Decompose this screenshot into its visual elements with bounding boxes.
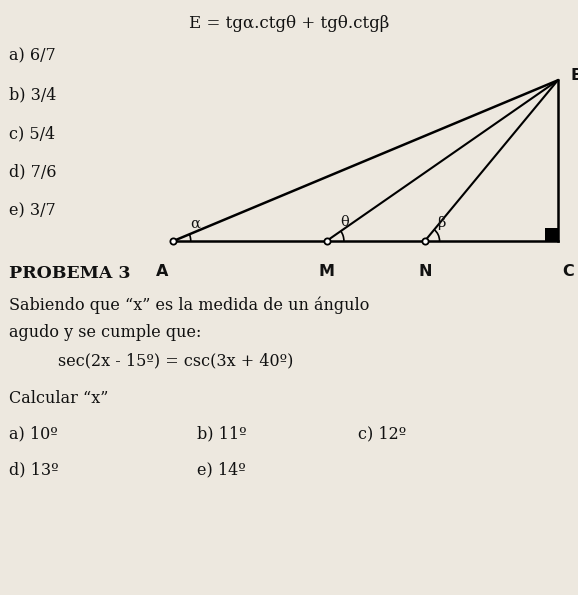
Text: a) 6/7: a) 6/7 (9, 48, 55, 65)
Text: A: A (155, 264, 168, 278)
Text: b) 11º: b) 11º (197, 425, 246, 443)
Bar (545, 228, 558, 241)
Text: M: M (318, 264, 335, 278)
Text: θ: θ (340, 215, 350, 229)
Text: a) 10º: a) 10º (9, 425, 57, 443)
Text: E = tgα.ctgθ + tgθ.ctgβ: E = tgα.ctgθ + tgθ.ctgβ (189, 15, 389, 32)
Text: β: β (437, 216, 445, 230)
Text: d) 13º: d) 13º (9, 461, 58, 478)
Text: α: α (190, 216, 201, 230)
Text: e) 3/7: e) 3/7 (9, 202, 55, 220)
Text: N: N (418, 264, 432, 278)
Text: e) 14º: e) 14º (197, 461, 245, 478)
Text: agudo y se cumple que:: agudo y se cumple que: (9, 324, 201, 342)
Text: Sabiendo que “x” es la medida de un ángulo: Sabiendo que “x” es la medida de un ángu… (9, 296, 369, 314)
Text: c) 12º: c) 12º (358, 425, 406, 443)
Text: C: C (562, 264, 574, 278)
Text: sec(2x - 15º) = csc(3x + 40º): sec(2x - 15º) = csc(3x + 40º) (58, 353, 293, 370)
Text: c) 5/4: c) 5/4 (9, 125, 55, 142)
Text: d) 7/6: d) 7/6 (9, 164, 56, 181)
Text: b) 3/4: b) 3/4 (9, 86, 56, 104)
Text: Calcular “x”: Calcular “x” (9, 390, 108, 407)
Text: PROBEMA 3: PROBEMA 3 (9, 265, 130, 282)
Text: B: B (570, 68, 578, 83)
